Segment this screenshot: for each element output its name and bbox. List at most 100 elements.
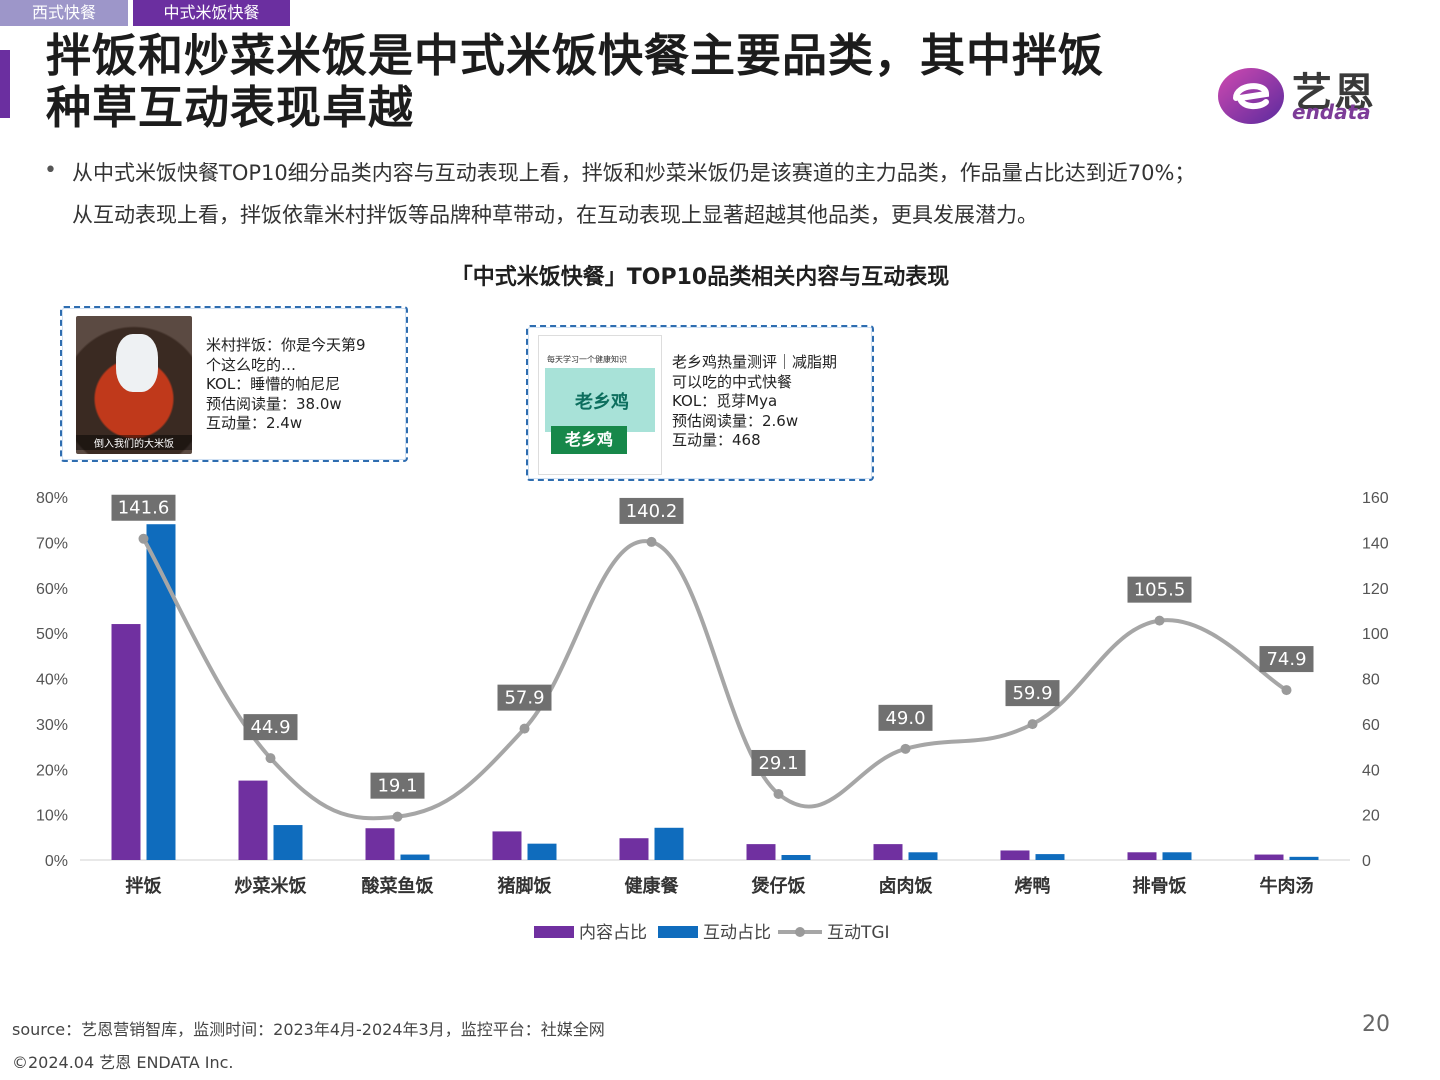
y-left-tick-label: 40% — [36, 672, 68, 689]
legend-swatch-content-share — [534, 926, 574, 938]
bar-content-share — [111, 624, 141, 860]
y-right-tick-label: 40 — [1362, 762, 1380, 779]
card-line: KOL：觅芽Mya — [672, 392, 778, 410]
combo-chart: 0% 10% 20% 30% 40% 50% 60% 70% 80% 0 20 40 60 80 100 12… — [36, 490, 1389, 943]
y-left-tick-label: 70% — [36, 535, 68, 552]
y-left-tick-label: 50% — [36, 626, 68, 643]
card-line: KOL：睡懵的帕尼尼 — [206, 375, 341, 393]
x-tick-label: 猪脚饭 — [497, 875, 552, 897]
tgi-label-box — [878, 704, 933, 731]
page-number: 20 — [1362, 1012, 1390, 1037]
tgi-data-label: 19.1 — [377, 776, 417, 797]
bar-content-share — [1254, 854, 1284, 860]
card-line: 预估阅读量：2.6w — [672, 411, 799, 430]
x-tick-label: 烤鸭 — [1015, 875, 1051, 897]
y-right-tick-label: 80 — [1362, 672, 1380, 689]
thumbnail-caption: 倒入我们的大米饭 — [76, 435, 192, 450]
bar-interaction-share — [1162, 852, 1192, 860]
kol-card-laoxiangji[interactable]: 每天学习一个健康知识 老乡鸡 老乡鸡 老乡鸡热量测评｜减脂期 可以吃的中式快餐 … — [526, 325, 874, 481]
bar-interaction-share — [527, 843, 557, 860]
x-tick-label: 排骨饭 — [1133, 875, 1187, 897]
tgi-point — [138, 533, 149, 544]
bar-interaction-share — [400, 854, 430, 860]
bar-content-share — [619, 838, 649, 860]
tgi-data-label: 105.5 — [1134, 580, 1186, 601]
tgi-label-box — [751, 749, 806, 776]
tgi-label-box — [497, 684, 552, 711]
chart-title: 「中式米饭快餐」TOP10品类相关内容与互动表现 — [450, 265, 950, 290]
bar-interaction-share — [1289, 856, 1319, 860]
bar-interaction-share — [908, 852, 938, 860]
y-left-tick-label: 20% — [36, 762, 68, 779]
y-left-tick-label: 60% — [36, 581, 68, 598]
legend-swatch-interaction-share — [658, 926, 698, 938]
tgi-point — [1281, 685, 1292, 696]
card-line: 可以吃的中式快餐 — [672, 372, 793, 391]
y-right-tick-label: 140 — [1362, 535, 1389, 552]
bar-interaction-share — [273, 825, 303, 860]
bar-content-share — [365, 828, 395, 860]
y-right-tick-label: 60 — [1362, 717, 1380, 734]
summary-line-1: 从中式米饭快餐TOP10细分品类内容与互动表现上看，拌饭和炒菜米饭仍是该赛道的主… — [72, 161, 1196, 185]
tgi-label-box — [370, 772, 425, 799]
tgi-label-box — [1127, 576, 1192, 603]
card-line: 互动量：2.4w — [206, 414, 303, 432]
bar-interaction-share — [1035, 854, 1065, 860]
y-left-tick-label: 10% — [36, 808, 68, 825]
bar-content-share — [1000, 850, 1030, 860]
tgi-data-label: 74.9 — [1266, 649, 1306, 670]
bar-content-share — [746, 844, 776, 860]
endata-logo-icon — [1218, 68, 1284, 124]
x-tick-label: 牛肉汤 — [1260, 875, 1314, 897]
title-accent-bar — [0, 50, 10, 118]
thumbnail-brand-tag: 老乡鸡 — [551, 426, 627, 454]
tgi-point — [773, 788, 784, 799]
y-right-tick-label: 0 — [1362, 853, 1371, 870]
bar-content-share — [492, 831, 522, 860]
tgi-point — [519, 723, 530, 734]
tab-chinese-rice-fast-food[interactable]: 中式米饭快餐 — [133, 0, 290, 26]
y-left-tick-label: 30% — [36, 717, 68, 734]
legend-label-tgi: 互动TGI — [827, 923, 890, 943]
endata-logo: 艺恩 endata — [1216, 60, 1396, 130]
thumbnail-band — [545, 368, 655, 432]
legend-label-interaction-share: 互动占比 — [703, 923, 771, 943]
card-line: 互动量：468 — [672, 431, 761, 449]
bar-content-share — [238, 780, 268, 860]
kol-card-text: 米村拌饭：你是今天第9 个这么吃的… KOL：睡懵的帕尼尼 预估阅读量：38.0… — [206, 336, 396, 434]
x-tick-label: 卤肉饭 — [879, 875, 933, 897]
x-tick-label: 炒菜米饭 — [235, 875, 307, 897]
logo-cn-text: 艺恩 — [1292, 70, 1376, 116]
kol-card-text: 老乡鸡热量测评｜减脂期 可以吃的中式快餐 KOL：觅芽Mya 预估阅读量：2.6… — [672, 353, 868, 451]
tgi-data-label: 141.6 — [118, 498, 170, 519]
bar-interaction-share — [146, 524, 176, 860]
x-tick-label: 拌饭 — [126, 875, 162, 897]
tgi-label-box — [1259, 646, 1314, 673]
page-title-line-2: 种草互动表现卓越 — [46, 81, 415, 134]
tgi-label-box — [1005, 680, 1060, 707]
tgi-data-label: 29.1 — [758, 753, 798, 774]
x-tick-label: 酸菜鱼饭 — [362, 875, 434, 897]
copyright: ©2024.04 艺恩 ENDATA Inc. — [12, 1053, 234, 1072]
kol-card-mici-bibimbap[interactable]: 倒入我们的大米饭 米村拌饭：你是今天第9 个这么吃的… KOL：睡懵的帕尼尼 预… — [60, 306, 408, 462]
kol-card-thumbnail: 每天学习一个健康知识 老乡鸡 老乡鸡 — [538, 335, 662, 475]
kol-card-thumbnail: 倒入我们的大米饭 — [76, 316, 192, 454]
card-line: 米村拌饭：你是今天第9 — [206, 336, 366, 354]
tgi-label-box — [619, 497, 684, 524]
bar-content-share — [1127, 852, 1157, 860]
tgi-point — [1154, 615, 1165, 626]
bullet-dot: • — [44, 158, 57, 183]
tab-western-fast-food[interactable]: 西式快餐 — [0, 0, 128, 26]
legend-marker-tgi — [795, 927, 805, 937]
rice-illustration — [116, 334, 158, 392]
y-left-tick-label: 0% — [45, 853, 68, 870]
summary-line-2: 从互动表现上看，拌饭依靠米村拌饭等品牌种草带动，在互动表现上显著超越其他品类，更… — [72, 203, 1038, 227]
tgi-data-label: 57.9 — [504, 688, 544, 709]
x-tick-label: 煲仔饭 — [752, 875, 806, 897]
source-note: source：艺恩营销智库，监测时间：2023年4月-2024年3月，监控平台：… — [12, 1020, 605, 1039]
tgi-point — [265, 753, 276, 764]
tgi-point — [392, 811, 403, 822]
tgi-data-label: 49.0 — [885, 708, 925, 729]
card-line: 老乡鸡热量测评｜减脂期 — [672, 353, 838, 371]
logo-en-text: endata — [1292, 100, 1371, 124]
